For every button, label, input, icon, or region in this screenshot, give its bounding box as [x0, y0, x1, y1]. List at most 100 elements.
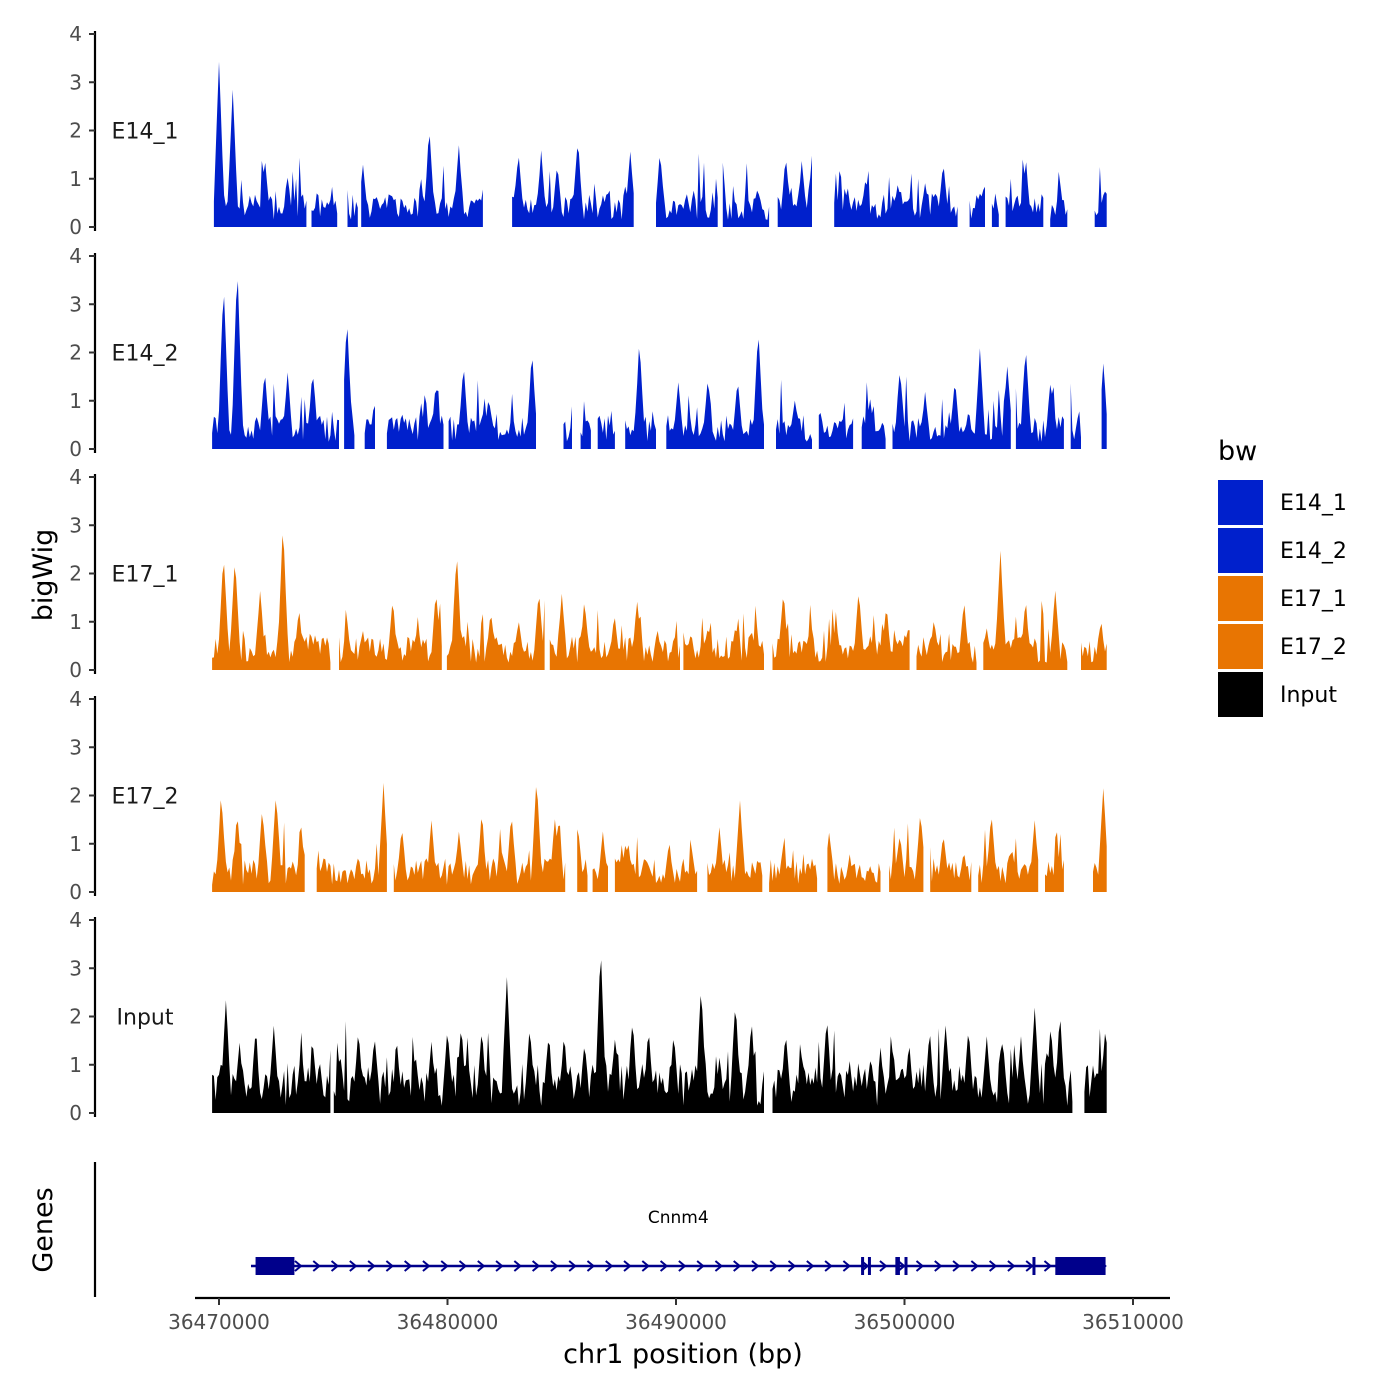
- strand-arrow: [495, 1260, 504, 1272]
- y-tick-label: 1: [69, 1053, 82, 1077]
- coverage-area: [448, 360, 536, 449]
- strand-arrow: [988, 1260, 998, 1272]
- gene-exon: [895, 1257, 900, 1275]
- track-E14_1: 0 1 2 3 4 E14_1: [69, 22, 1107, 239]
- x-tick-label: 36490000: [625, 1310, 727, 1334]
- coverage-area: [1015, 355, 1064, 449]
- strand-arrow: [1007, 1260, 1016, 1272]
- y-tick-label: 0: [69, 437, 82, 461]
- strand-arrow: [915, 1260, 925, 1272]
- y-tick-label: 3: [69, 735, 82, 759]
- legend-key-E14_2: [1218, 528, 1263, 573]
- legend-key-E17_1: [1218, 576, 1263, 621]
- y-tick-label: 2: [69, 119, 82, 143]
- track-label: E14_2: [112, 342, 179, 367]
- y-tick-label: 4: [69, 465, 82, 489]
- coverage-area: [333, 960, 764, 1113]
- legend-label: Input: [1280, 683, 1337, 708]
- y-tick-label: 2: [69, 1005, 82, 1029]
- gene-exon: [255, 1257, 295, 1275]
- strand-arrow: [568, 1260, 577, 1272]
- coverage-area: [834, 168, 958, 227]
- coverage-area: [1101, 363, 1107, 449]
- genes-layer: Cnnm4: [93, 1162, 1107, 1297]
- coverage-area: [707, 800, 763, 892]
- strand-arrow: [349, 1260, 358, 1272]
- gene-exon: [1055, 1257, 1106, 1275]
- coverage-area: [1093, 788, 1107, 892]
- coverage-area: [347, 190, 358, 227]
- y-tick-label: 2: [69, 784, 82, 808]
- x-tick-label: 36480000: [397, 1310, 499, 1334]
- coverage-area: [1081, 623, 1107, 670]
- coverage-area: [983, 550, 1068, 670]
- x-axis-title: chr1 position (bp): [563, 1339, 803, 1370]
- coverage-area: [393, 787, 566, 892]
- strand-arrow: [477, 1260, 486, 1272]
- coverage-area: [1094, 167, 1107, 227]
- strand-arrow: [970, 1260, 979, 1272]
- gene-exon: [1032, 1257, 1036, 1275]
- coverage-area: [769, 837, 818, 892]
- strand-arrow: [294, 1260, 303, 1272]
- coverage-area: [592, 831, 608, 892]
- coverage-area: [311, 186, 338, 227]
- coverage-area: [512, 148, 634, 227]
- y-tick-label: 1: [69, 167, 82, 191]
- coverage-area: [772, 596, 910, 670]
- strand-arrow: [714, 1260, 723, 1272]
- strand-arrow: [659, 1260, 669, 1272]
- legend: bw E14_1 E14_2 E17_1 E17_2 Input: [1218, 436, 1347, 717]
- strand-arrow: [733, 1260, 742, 1272]
- y-tick-label: 4: [69, 244, 82, 268]
- strand-arrow: [458, 1260, 468, 1272]
- coverage-area: [1005, 159, 1044, 227]
- y-tick-label: 3: [69, 292, 82, 316]
- coverage-area: [861, 382, 886, 449]
- coverage-area: [213, 61, 307, 227]
- coverage-area: [930, 839, 972, 892]
- strand-arrow: [952, 1260, 961, 1272]
- strand-arrow: [678, 1260, 687, 1272]
- y-tick-label: 0: [69, 215, 82, 239]
- strand-arrow: [440, 1260, 449, 1272]
- strand-arrow: [1043, 1260, 1053, 1272]
- strand-arrow: [513, 1260, 522, 1272]
- strand-arrow: [586, 1260, 596, 1272]
- y-axis-title: bigWig: [28, 529, 59, 622]
- strand-arrow: [385, 1260, 394, 1272]
- strand-arrow: [696, 1260, 705, 1272]
- coverage-area: [1045, 832, 1064, 892]
- coverage-area: [344, 329, 355, 449]
- coverage-area: [597, 410, 615, 449]
- strand-arrow: [934, 1260, 943, 1272]
- legend-label: E14_2: [1280, 539, 1347, 564]
- coverage-area: [212, 535, 331, 670]
- strand-arrow: [806, 1260, 815, 1272]
- track-label: Input: [117, 1006, 174, 1031]
- x-tick-label: 36500000: [854, 1310, 956, 1334]
- coverage-area: [978, 819, 1039, 892]
- coverage-area: [1050, 171, 1068, 227]
- coverage-area: [446, 561, 545, 670]
- y-tick-label: 0: [69, 658, 82, 682]
- coverage-area: [212, 1000, 331, 1113]
- y-tick-label: 3: [69, 70, 82, 94]
- coverage-area: [212, 800, 305, 892]
- coverage-area: [580, 401, 591, 449]
- strand-arrow: [605, 1260, 614, 1272]
- coverage-area: [772, 1007, 1073, 1113]
- strand-arrow: [824, 1260, 833, 1272]
- legend-title: bw: [1218, 436, 1257, 467]
- strand-arrow: [367, 1260, 376, 1272]
- legend-key-Input: [1218, 672, 1263, 717]
- y-tick-label: 3: [69, 956, 82, 980]
- gene-label: Cnnm4: [648, 1208, 709, 1228]
- strand-arrow: [531, 1260, 541, 1272]
- coverage-area: [625, 348, 656, 449]
- gene-Cnnm4: Cnnm4: [250, 1208, 1107, 1275]
- y-tick-label: 4: [69, 22, 82, 46]
- y-tick-label: 4: [69, 908, 82, 932]
- x-axis: 36470000 36480000 36490000 36500000 36510000: [168, 1296, 1184, 1334]
- coverage-area: [776, 379, 812, 449]
